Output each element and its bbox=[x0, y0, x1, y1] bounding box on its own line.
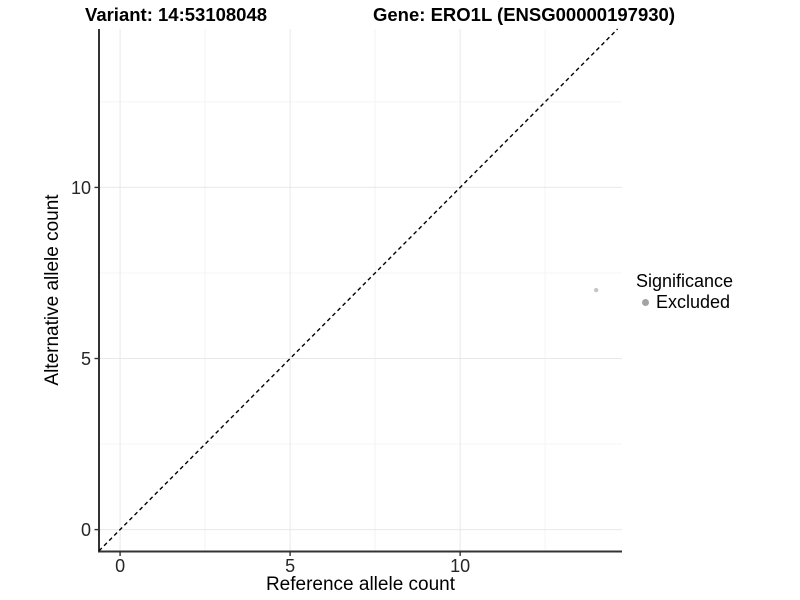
legend-item-label: Excluded bbox=[656, 292, 731, 312]
identity-reference-line bbox=[98, 28, 619, 552]
y-tick-label: 5 bbox=[81, 349, 91, 369]
gene-title: Gene: ERO1L (ENSG00000197930) bbox=[373, 4, 675, 25]
data-point-excluded bbox=[593, 287, 599, 293]
legend-title: Significance bbox=[636, 271, 734, 291]
x-axis-label: Reference allele count bbox=[265, 574, 456, 595]
y-axis-label: Alternative allele count bbox=[42, 194, 63, 386]
x-tick-label: 5 bbox=[285, 556, 295, 576]
legend-item-excluded: Excluded bbox=[636, 292, 733, 312]
y-tick-label: 10 bbox=[71, 178, 91, 198]
x-tick-label: 10 bbox=[450, 556, 470, 576]
legend: Significance Excluded bbox=[636, 271, 733, 312]
variant-title: Variant: 14:53108048 bbox=[85, 4, 268, 25]
excluded-point-icon bbox=[642, 298, 649, 306]
x-tick-label: 0 bbox=[115, 556, 125, 576]
y-tick-label: 0 bbox=[81, 520, 91, 540]
